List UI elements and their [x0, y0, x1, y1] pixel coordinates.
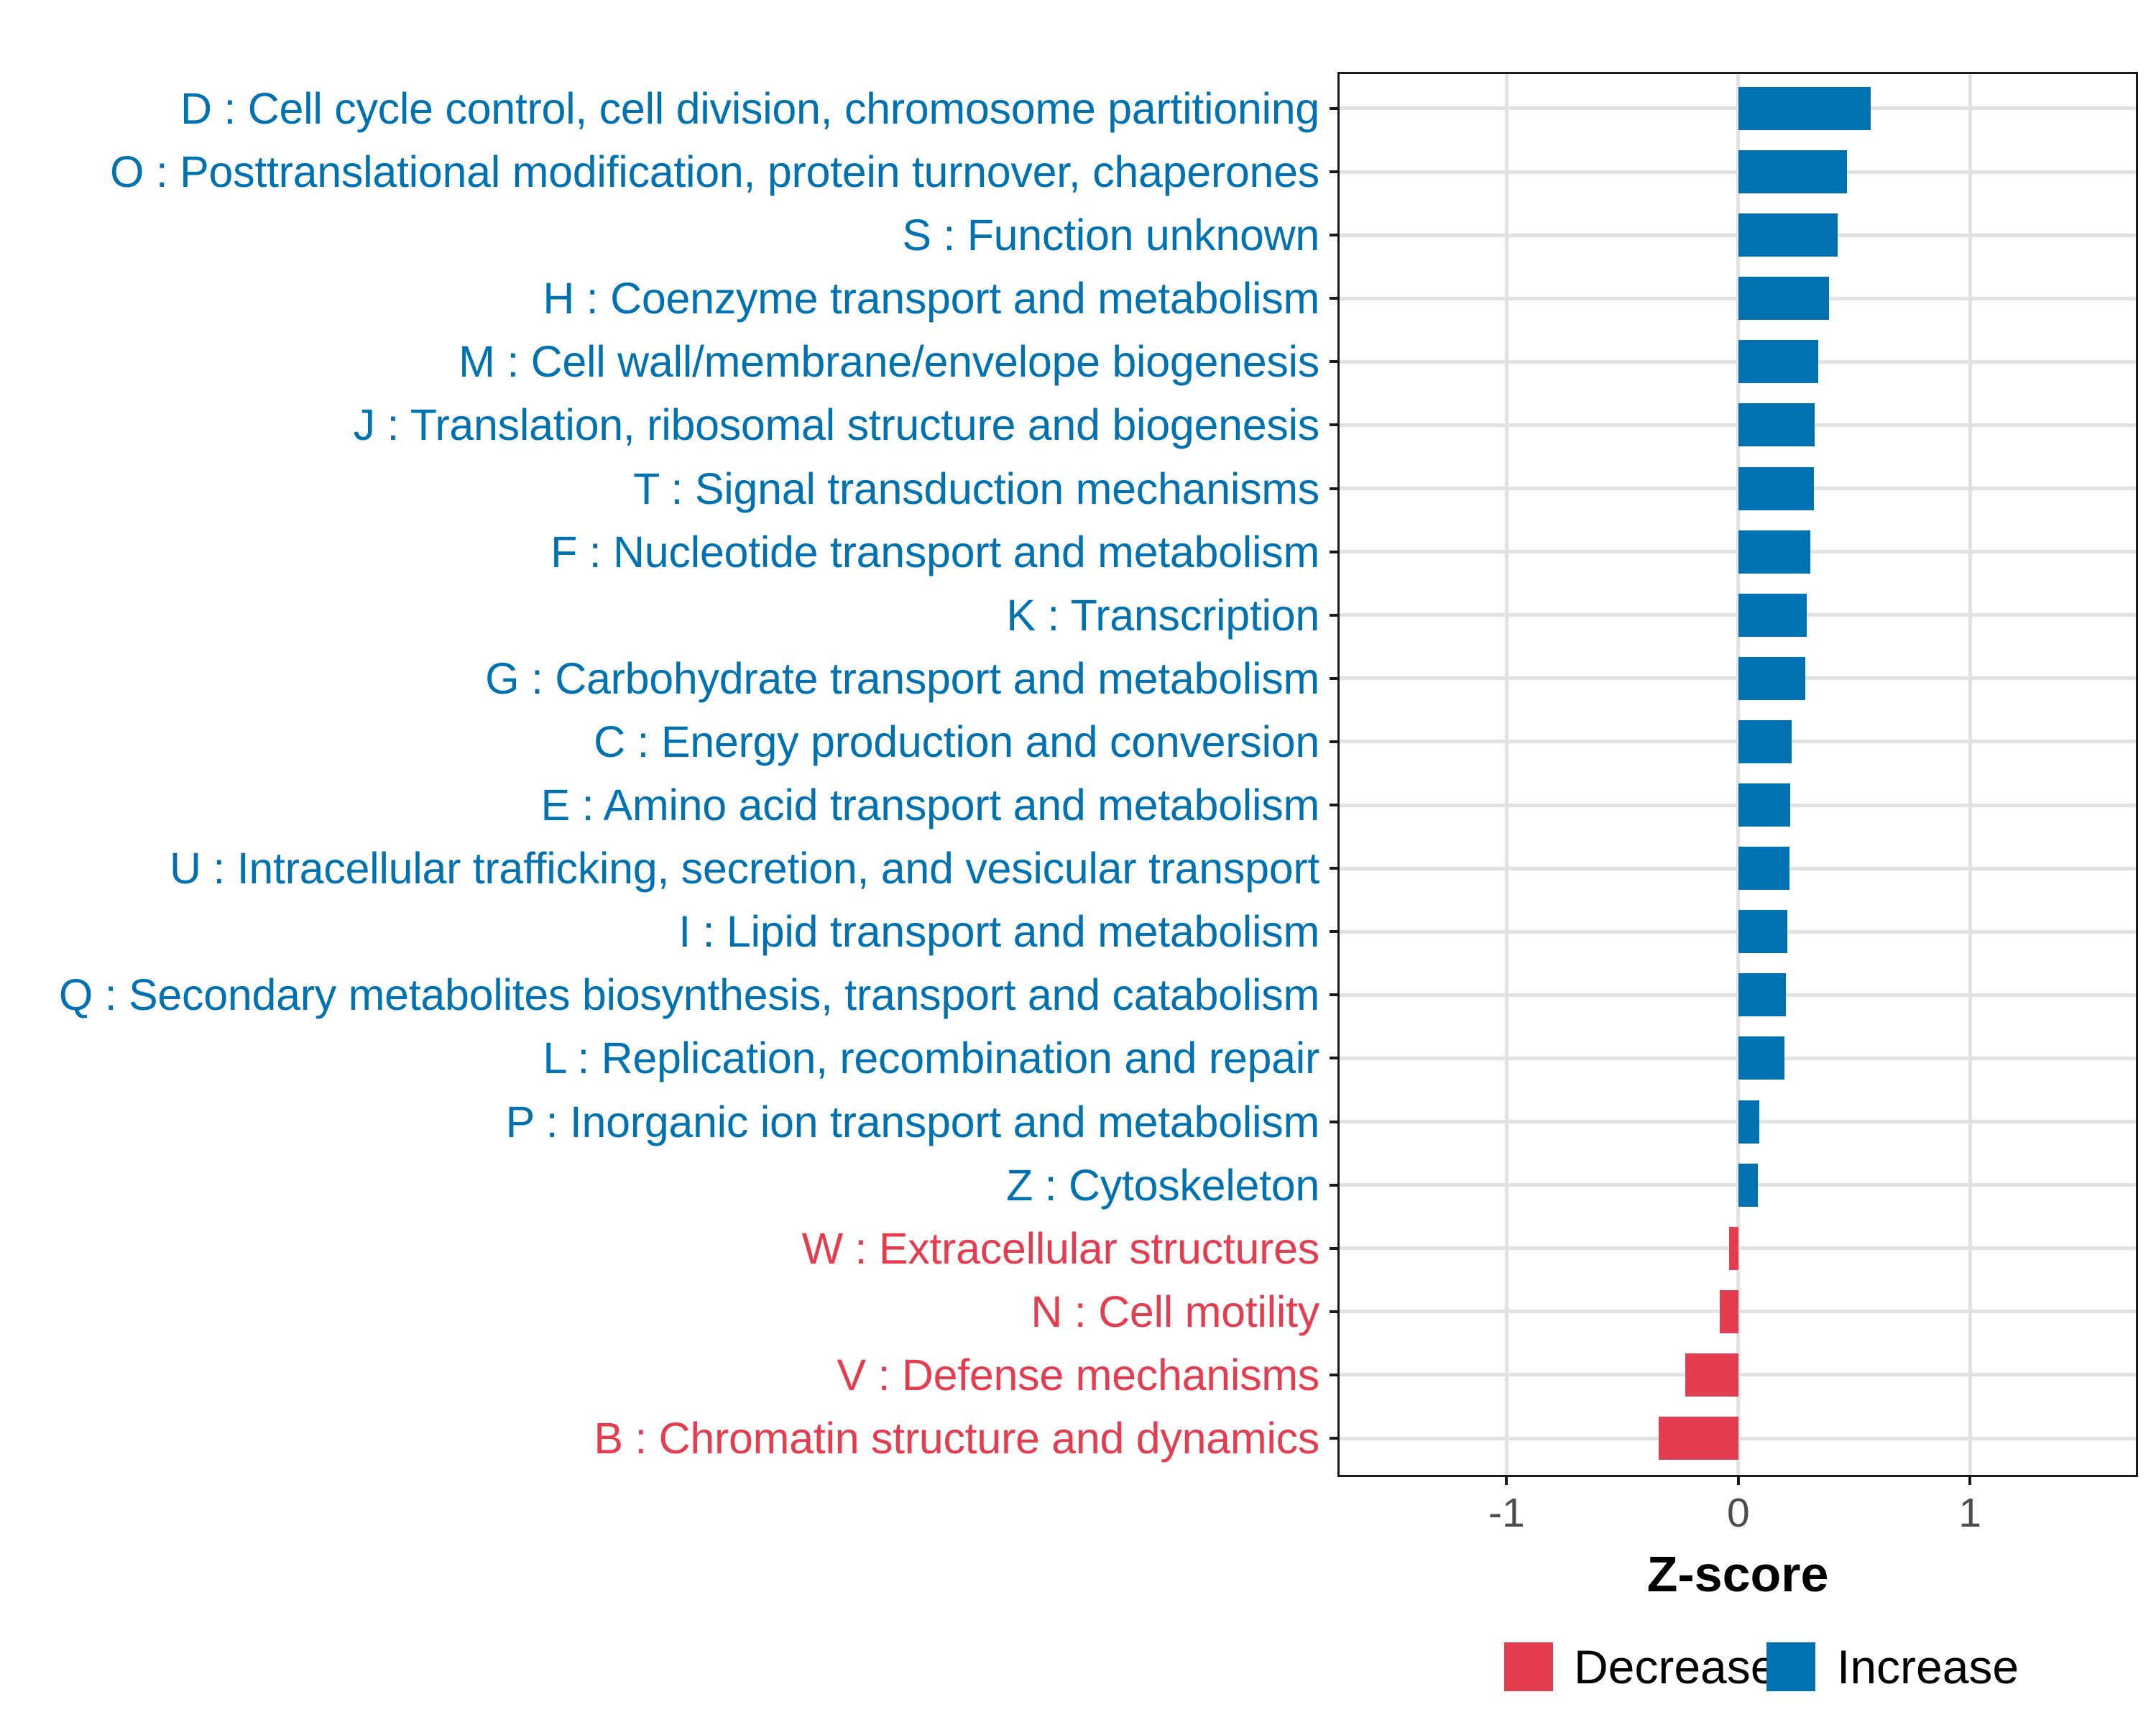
y-gridline-S — [1337, 233, 2138, 237]
bar-G — [1738, 656, 1806, 700]
bar-D — [1738, 86, 1871, 130]
y-tick-Q — [1330, 993, 1337, 997]
category-label-F: F : Nucleotide transport and metabolism — [550, 527, 1319, 576]
y-tick-O — [1330, 170, 1337, 173]
y-tick-E — [1330, 804, 1337, 806]
category-label-S: S : Function unknown — [902, 211, 1319, 260]
bar-U — [1738, 847, 1789, 891]
category-label-W: W : Extracellular structures — [801, 1223, 1320, 1273]
y-tick-N — [1330, 1310, 1337, 1313]
y-tick-U — [1330, 867, 1337, 870]
bar-P — [1738, 1100, 1759, 1144]
category-label-E: E : Amino acid transport and metabolism — [540, 781, 1320, 829]
bar-S — [1738, 213, 1838, 257]
y-tick-T — [1330, 487, 1337, 490]
y-gridline-H — [1337, 296, 2138, 300]
bar-E — [1738, 783, 1791, 827]
legend-swatch-decrease — [1504, 1642, 1553, 1691]
category-label-Q: Q : Secondary metabolites biosynthesis, … — [58, 970, 1319, 1020]
y-gridline-O — [1337, 170, 2138, 174]
y-gridline-K — [1337, 613, 2138, 617]
y-gridline-J — [1337, 423, 2138, 427]
x-tick-label-0: 0 — [1726, 1490, 1750, 1536]
y-tick-S — [1330, 234, 1337, 237]
category-label-B: B : Chromatin structure and dynamics — [594, 1414, 1319, 1463]
y-gridline-T — [1337, 487, 2138, 490]
x-tick-label--1: -1 — [1488, 1490, 1525, 1536]
category-label-D: D : Cell cycle control, cell division, c… — [180, 83, 1319, 133]
y-gridline-P — [1337, 1120, 2138, 1123]
bar-J — [1738, 403, 1815, 447]
legend-label-decrease: Decrease — [1574, 1640, 1777, 1693]
y-tick-P — [1330, 1120, 1337, 1123]
y-gridline-Q — [1337, 993, 2138, 997]
y-gridline-I — [1337, 929, 2138, 934]
y-tick-I — [1330, 930, 1337, 934]
legend-swatch-increase — [1766, 1642, 1815, 1691]
bar-K — [1738, 593, 1807, 637]
y-tick-G — [1330, 676, 1337, 680]
category-label-K: K : Transcription — [1006, 590, 1319, 640]
category-label-J: J : Translation, ribosomal structure and… — [353, 400, 1320, 450]
x-axis-title: Z-score — [1646, 1546, 1829, 1602]
bar-B — [1658, 1417, 1738, 1460]
x-gridline-1 — [1968, 72, 1972, 1477]
y-gridline-E — [1337, 803, 2138, 807]
y-tick-B — [1330, 1437, 1337, 1440]
y-tick-C — [1330, 740, 1337, 743]
y-tick-F — [1330, 550, 1337, 553]
y-gridline-L — [1337, 1056, 2138, 1060]
bar-O — [1738, 150, 1848, 193]
category-label-H: H : Coenzyme transport and metabolism — [543, 274, 1319, 323]
category-label-L: L : Replication, recombination and repai… — [543, 1034, 1319, 1083]
x-gridline--1 — [1504, 72, 1508, 1477]
category-label-M: M : Cell wall/membrane/envelope biogenes… — [459, 337, 1319, 387]
x-tick-label-1: 1 — [1958, 1490, 1982, 1536]
category-label-G: G : Carbohydrate transport and metabolis… — [485, 653, 1319, 703]
bar-Z — [1738, 1163, 1759, 1207]
y-gridline-Z — [1337, 1183, 2138, 1187]
category-label-N: N : Cell motility — [1031, 1287, 1319, 1336]
category-label-P: P : Inorganic ion transport and metaboli… — [505, 1097, 1320, 1146]
bar-L — [1738, 1036, 1785, 1080]
category-label-U: U : Intracellular trafficking, secretion… — [170, 844, 1319, 893]
y-tick-M — [1330, 360, 1337, 364]
legend-label-increase: Increase — [1837, 1640, 2019, 1693]
y-tick-V — [1330, 1373, 1337, 1376]
bar-F — [1738, 530, 1810, 574]
bar-I — [1738, 910, 1787, 954]
x-tick--1 — [1505, 1477, 1508, 1485]
x-tick-1 — [1968, 1477, 1972, 1485]
y-tick-J — [1330, 423, 1337, 427]
category-label-V: V : Defense mechanisms — [837, 1350, 1320, 1399]
y-gridline-M — [1337, 359, 2138, 364]
bar-C — [1738, 719, 1792, 763]
category-label-O: O : Posttranslational modification, prot… — [110, 147, 1319, 196]
bar-N — [1720, 1289, 1738, 1333]
y-gridline-G — [1337, 676, 2138, 681]
bar-T — [1738, 466, 1814, 510]
bar-M — [1738, 340, 1819, 384]
y-gridline-C — [1337, 740, 2138, 744]
y-tick-D — [1330, 106, 1337, 110]
bar-Q — [1738, 973, 1786, 1017]
bar-W — [1728, 1226, 1738, 1270]
category-label-Z: Z : Cytoskeleton — [1006, 1160, 1319, 1210]
y-tick-H — [1330, 297, 1337, 300]
y-gridline-D — [1337, 106, 2138, 111]
y-tick-K — [1330, 613, 1337, 617]
y-gridline-U — [1337, 866, 2138, 870]
bar-H — [1738, 277, 1829, 321]
x-gridline-0 — [1736, 72, 1741, 1477]
category-label-I: I : Lipid transport and metabolism — [678, 907, 1319, 957]
y-tick-W — [1330, 1246, 1337, 1250]
category-label-C: C : Energy production and conversion — [594, 717, 1319, 766]
y-tick-L — [1330, 1057, 1337, 1060]
y-gridline-F — [1337, 550, 2138, 554]
bar-V — [1685, 1353, 1738, 1397]
y-tick-Z — [1330, 1183, 1337, 1187]
category-label-T: T : Signal transduction mechanisms — [633, 464, 1319, 513]
x-tick-0 — [1736, 1477, 1740, 1485]
